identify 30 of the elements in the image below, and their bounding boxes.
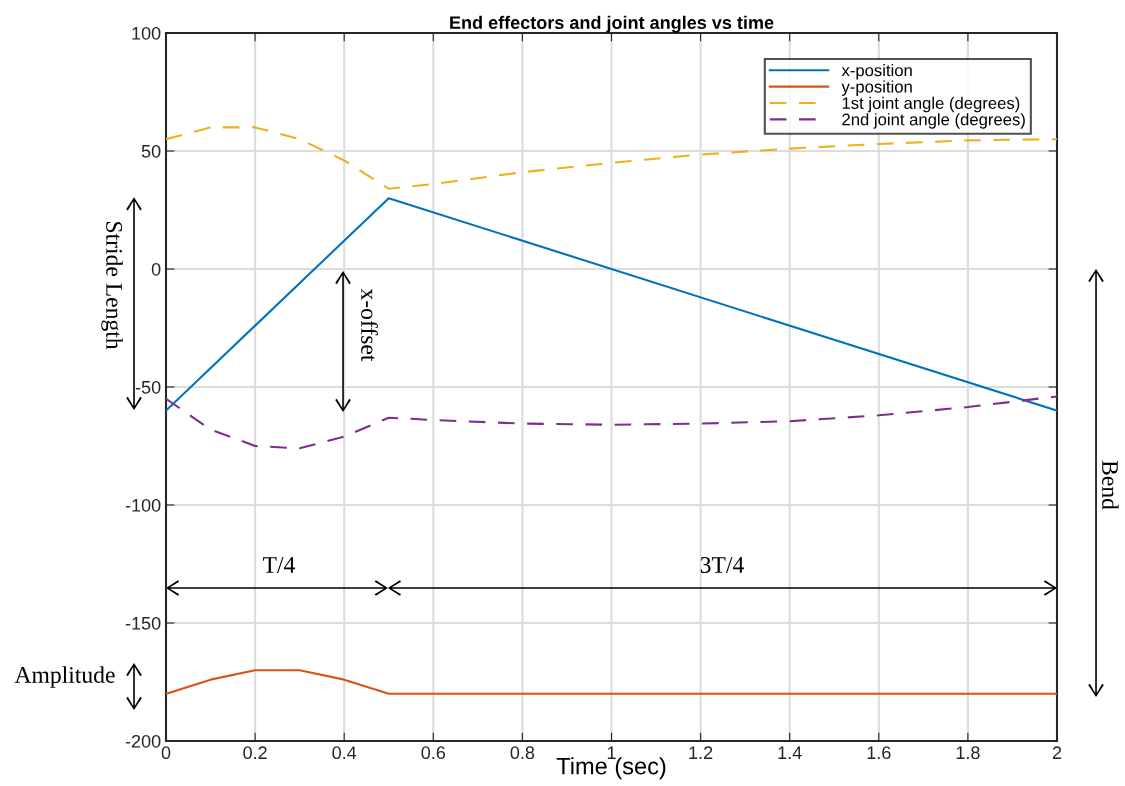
x-tick-label: 0: [161, 746, 171, 760]
y-tick-label: 50: [141, 144, 161, 158]
y-tick-label: -200: [125, 734, 161, 748]
y-tick-label: 0: [151, 262, 161, 276]
x-tick-label: 1.2: [689, 746, 713, 759]
chart-title: End effectors and joint angles vs time: [450, 15, 774, 33]
text: Bend: [1102, 460, 1119, 510]
x-tick-label: 1.6: [867, 746, 891, 760]
text: Amplitude: [14, 666, 115, 688]
y-tick-label: 100: [132, 26, 161, 40]
legend-label: 1st joint angle (degrees): [842, 96, 1020, 113]
y-tick-label: -100: [125, 498, 161, 512]
x-tick-label: 0.6: [421, 746, 446, 760]
x-tick-label: 0.4: [332, 746, 357, 760]
x-tick-label: 0.8: [510, 746, 535, 760]
y-tick-label: -150: [125, 616, 161, 630]
y-tick-label: -50: [135, 380, 161, 394]
x-tick-label: 1.8: [956, 746, 980, 760]
x-tick-label: 1: [607, 746, 616, 759]
legend-label: y-position: [841, 80, 912, 96]
legend-label: 2nd joint angle (degrees): [842, 113, 1025, 129]
annotation: x-offset: [361, 288, 378, 362]
x-tick-label: 2: [1052, 746, 1062, 759]
annotation: T/4: [263, 557, 295, 573]
x-tick-label: 1.4: [778, 746, 802, 759]
line-series: [166, 395, 1057, 450]
annotation: 3T/4: [700, 557, 744, 573]
x-tick-label: 0.2: [243, 746, 267, 760]
text: Stride Length: [101, 222, 123, 350]
legend-label: x-position: [841, 64, 912, 80]
